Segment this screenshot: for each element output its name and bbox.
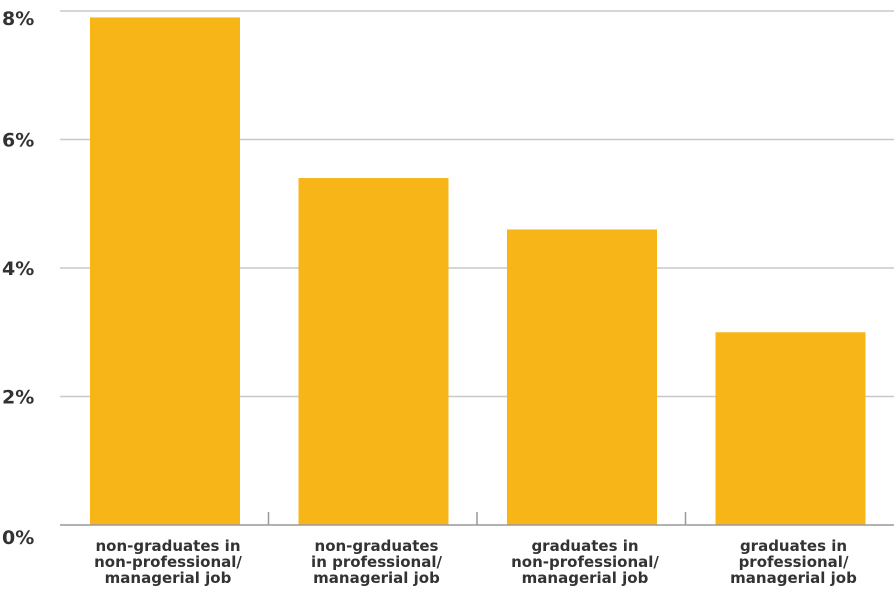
x-tick-label: non-graduates in professional/managerial … [311,537,442,587]
bar [715,332,866,525]
bar [90,17,240,526]
bars [90,17,866,526]
x-axis [60,512,894,526]
y-tick-labels: 0% 2% 4% 6% 8% [2,8,34,549]
x-tick-label: non-graduates in non-professional/manager… [94,537,242,587]
y-tick-label: 6% [2,130,34,152]
x-tick-label: graduates in professional/managerial job [730,537,857,587]
y-tick-label: 4% [2,258,34,280]
bar [507,229,657,525]
x-tick-label: graduates in non-professional/managerial … [511,537,659,587]
y-tick-label: 8% [2,8,34,30]
bar [298,178,449,526]
y-tick-label: 2% [2,387,34,409]
y-tick-label: 0% [2,527,34,549]
x-tick-labels: non-graduates in non-professional/manager… [94,537,857,587]
